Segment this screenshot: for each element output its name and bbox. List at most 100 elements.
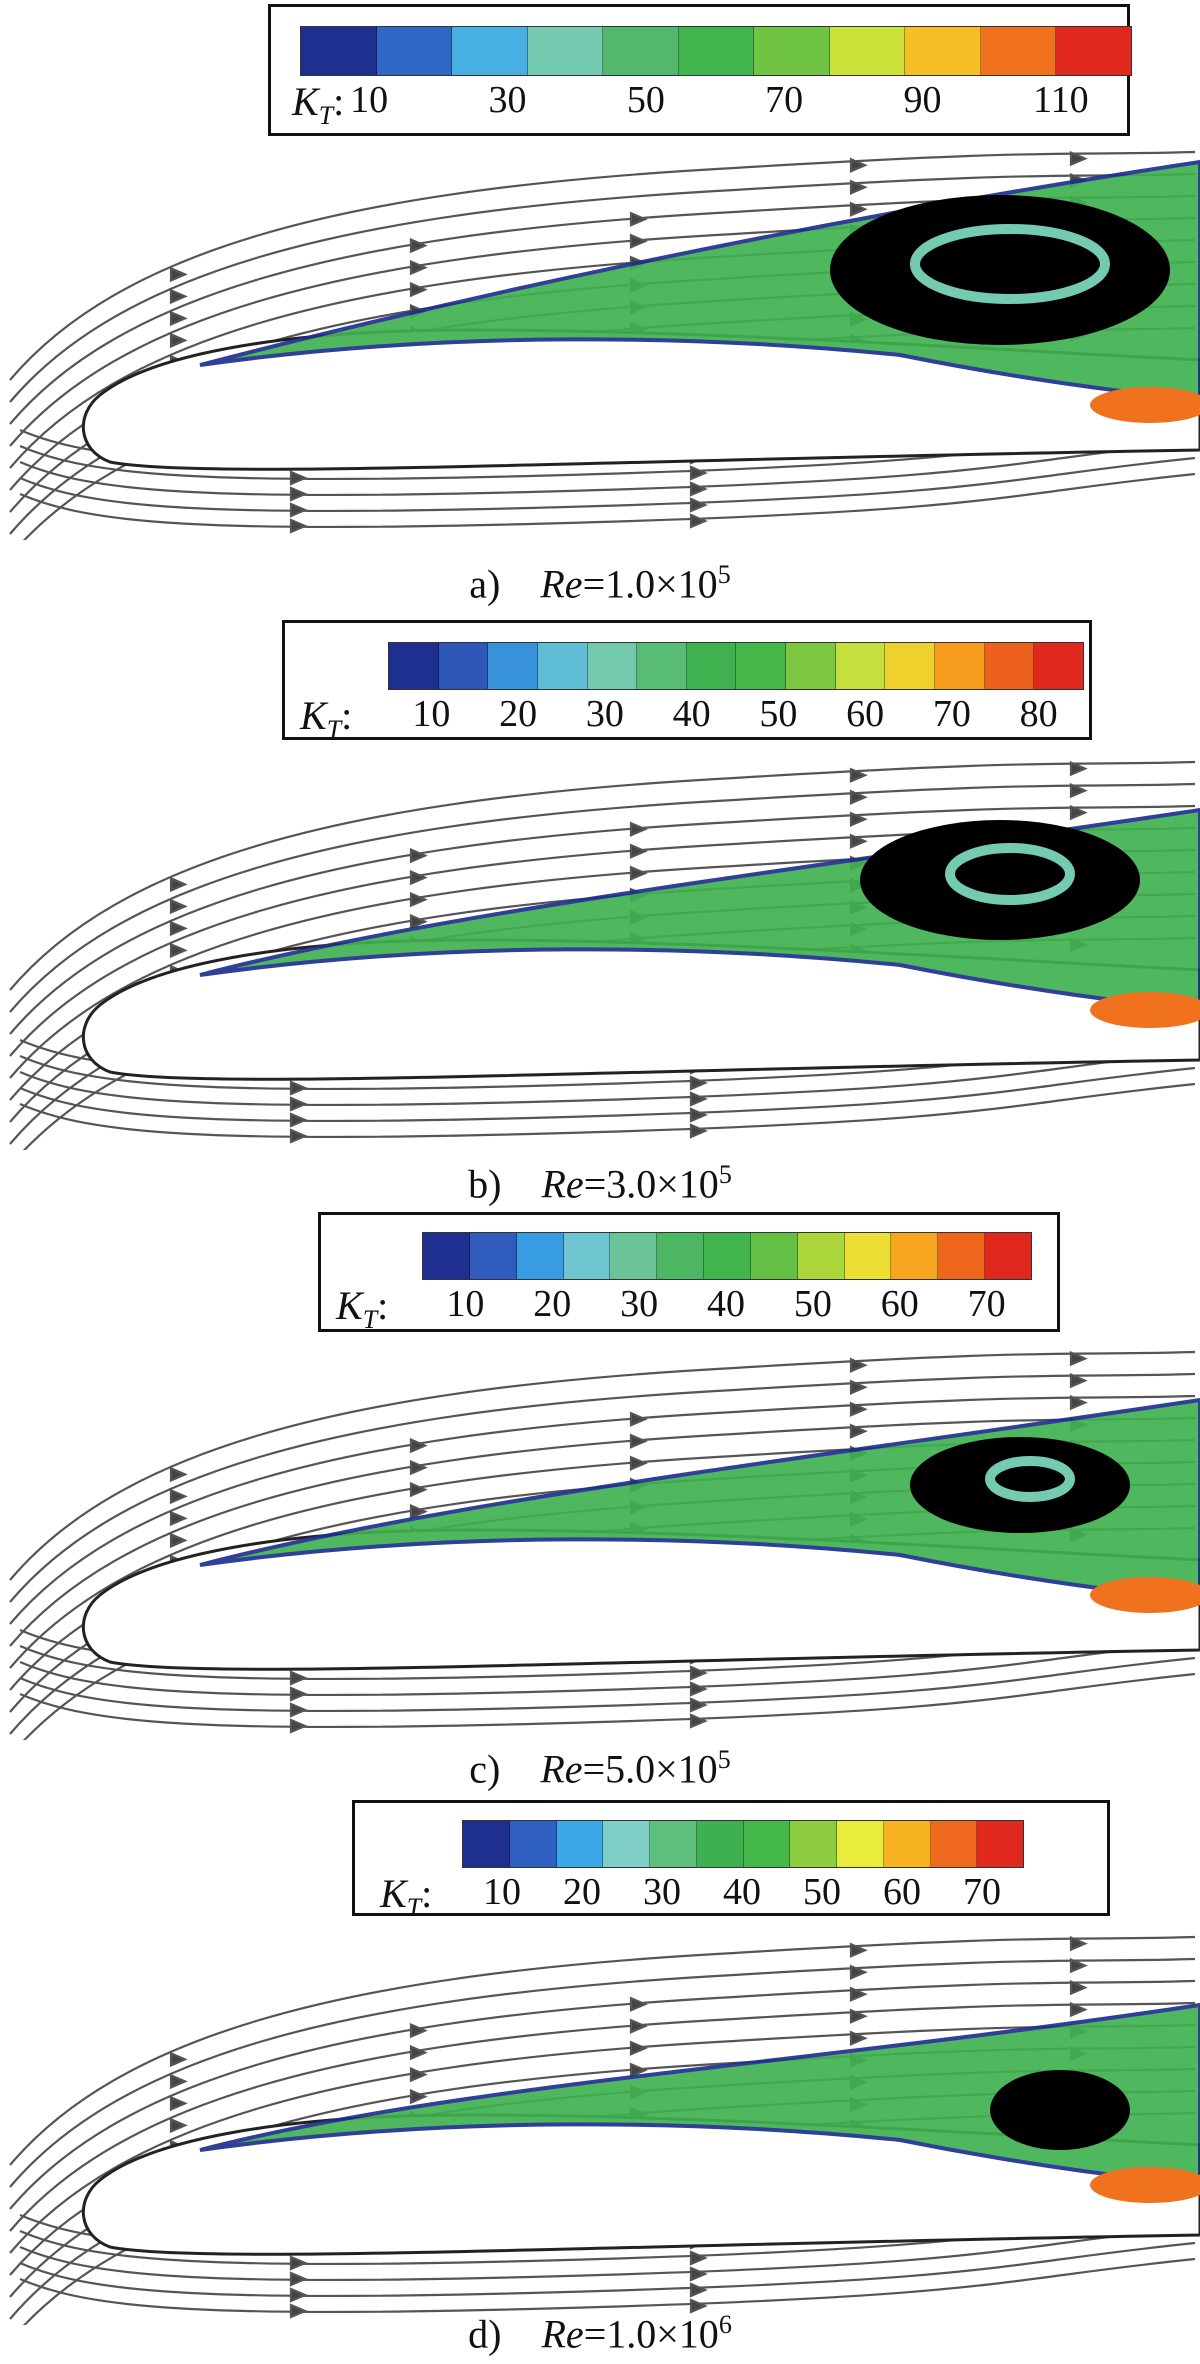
flow-arrow bbox=[689, 2250, 708, 2266]
flow-arrow bbox=[629, 211, 648, 227]
flow-arrow bbox=[1069, 2001, 1088, 2018]
flow-arrow bbox=[689, 2266, 708, 2282]
colorbar-band bbox=[835, 643, 886, 689]
colorbar bbox=[300, 26, 1132, 76]
flow-arrow bbox=[169, 920, 188, 937]
colorbar-tick-label: 70 bbox=[963, 1871, 1001, 1913]
flow-arrow bbox=[169, 898, 188, 915]
colorbar-tick-label: 60 bbox=[846, 693, 885, 735]
colorbar-band bbox=[301, 27, 377, 75]
flow-arrow bbox=[849, 1964, 868, 1980]
flow-arrow bbox=[629, 1455, 648, 1471]
streamline bbox=[19, 1672, 1196, 1729]
colorbar-tick-label: 30 bbox=[488, 79, 527, 121]
colorbar-band bbox=[1034, 643, 1083, 689]
flow-arrow bbox=[689, 1123, 708, 1139]
streamline bbox=[19, 1066, 1196, 1123]
flow-arrow bbox=[849, 1401, 868, 1417]
flow-arrow bbox=[289, 1096, 308, 1112]
high-kt-spot bbox=[1090, 992, 1200, 1028]
flow-arrow bbox=[849, 1986, 868, 2002]
colorbar-band bbox=[736, 643, 787, 689]
flow-arrow bbox=[169, 1510, 188, 1527]
colorbar-tick-label: 10 bbox=[412, 693, 451, 735]
colorbar-band bbox=[938, 1233, 986, 1279]
colorbar-band bbox=[935, 643, 985, 689]
colorbar-band bbox=[603, 27, 679, 75]
flow-arrow bbox=[409, 2022, 428, 2039]
panel-caption: c) Re=5.0×105 bbox=[0, 1745, 1200, 1792]
colorbar-band bbox=[980, 27, 1057, 75]
colorbar-band bbox=[743, 1821, 791, 1867]
colorbar-band bbox=[527, 27, 604, 75]
streamline bbox=[19, 440, 1196, 497]
kt-colon: : bbox=[333, 79, 345, 124]
kt-colon: : bbox=[421, 1871, 433, 1916]
flow-arrow bbox=[289, 502, 308, 518]
flow-arrow bbox=[289, 2303, 308, 2319]
flow-arrow bbox=[629, 1411, 648, 1427]
kt-subscript: T bbox=[362, 1305, 378, 1334]
flow-arrow bbox=[409, 1437, 428, 1454]
colorbar bbox=[422, 1232, 1032, 1280]
colorbar-band bbox=[657, 1233, 705, 1279]
flow-arrow bbox=[1069, 150, 1088, 167]
kt-symbol: K bbox=[336, 1283, 363, 1328]
flow-arrow bbox=[629, 865, 648, 881]
flow-arrow bbox=[689, 513, 708, 529]
colorbar-band bbox=[977, 1821, 1023, 1867]
flow-arrow bbox=[409, 2088, 428, 2105]
vortex-core bbox=[830, 195, 1170, 345]
colorbar-band bbox=[678, 27, 755, 75]
flow-field bbox=[9, 150, 1200, 540]
colorbar-tick-label: 20 bbox=[499, 693, 538, 735]
colorbar-tick-label: 70 bbox=[967, 1283, 1006, 1325]
panel-label: a) bbox=[469, 561, 541, 607]
streamline bbox=[19, 1656, 1196, 1713]
flow-arrow bbox=[1069, 1979, 1088, 1996]
flow-arrow bbox=[289, 486, 308, 502]
flow-field bbox=[9, 760, 1200, 1150]
kt-subscript: T bbox=[318, 101, 334, 130]
colorbar-band bbox=[829, 27, 906, 75]
flow-arrow bbox=[629, 2062, 648, 2078]
flow-arrow bbox=[629, 821, 648, 837]
colorbar-band bbox=[452, 27, 528, 75]
flow-arrow bbox=[409, 1503, 428, 1520]
colorbar-band bbox=[883, 1821, 931, 1867]
colorbar-band bbox=[786, 643, 836, 689]
kt-label: KT: bbox=[292, 78, 344, 131]
kt-colon: : bbox=[341, 693, 353, 738]
flow-arrow bbox=[629, 233, 648, 249]
flow-arrow bbox=[1069, 760, 1088, 777]
flow-arrow bbox=[409, 2066, 428, 2083]
colorbar-band bbox=[587, 643, 638, 689]
flow-arrow bbox=[689, 465, 708, 481]
flow-arrow bbox=[409, 891, 428, 908]
kt-label: KT: bbox=[300, 692, 352, 745]
flow-arrow bbox=[289, 1128, 308, 1144]
colorbar-band bbox=[985, 1233, 1031, 1279]
flow-arrow bbox=[169, 942, 188, 959]
panel-caption: d) Re=1.0×106 bbox=[0, 2310, 1200, 2357]
flow-arrow bbox=[409, 869, 428, 886]
colorbar-band bbox=[1056, 27, 1132, 75]
streamline bbox=[19, 2225, 1196, 2282]
colorbar-band bbox=[696, 1821, 744, 1867]
streamline bbox=[19, 2257, 1196, 2314]
colorbar-band bbox=[610, 1233, 658, 1279]
flow-arrow bbox=[629, 2018, 648, 2034]
streamline bbox=[19, 2241, 1196, 2298]
flow-arrow bbox=[849, 1942, 868, 1958]
re-exponent: 6 bbox=[718, 2310, 732, 2339]
flow-arrow bbox=[689, 1075, 708, 1091]
flow-arrow bbox=[169, 310, 188, 327]
flow-field bbox=[9, 1350, 1200, 1740]
colorbar-band bbox=[637, 643, 687, 689]
re-exponent: 5 bbox=[718, 1160, 732, 1189]
flow-arrow bbox=[409, 1459, 428, 1476]
flow-arrow bbox=[629, 843, 648, 859]
flow-arrow bbox=[849, 1357, 868, 1373]
colorbar-band bbox=[488, 643, 538, 689]
kt-label: KT: bbox=[336, 1282, 388, 1335]
